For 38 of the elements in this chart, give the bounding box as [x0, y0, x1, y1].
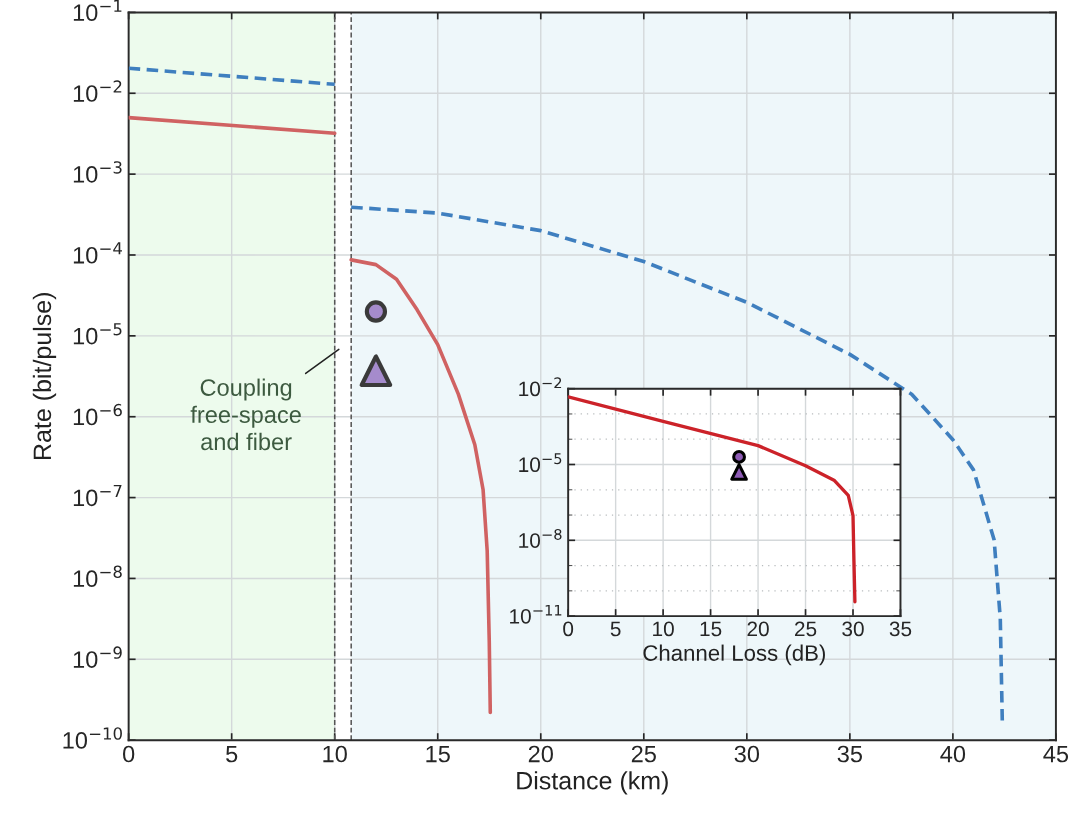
y-tick-label: 10$^{−4}$	[73, 242, 122, 264]
y-axis-title: Rate (bit/pulse)	[32, 293, 57, 459]
x-tick-label: 10	[653, 621, 674, 637]
annotation: Coupling free-space and fiber	[190, 378, 301, 451]
x-tick-label: 45	[1043, 745, 1069, 763]
y-tick-label: 10$^{−1}$	[73, 0, 122, 22]
y-tick-label: 10$^{−2}$	[73, 80, 122, 102]
x-tick-label: 15	[700, 621, 722, 637]
y-tick-label: 10$^{−2}$	[519, 377, 562, 397]
y-tick-label: 10$^{−7}$	[73, 484, 122, 507]
y-tick-label: 10$^{−3}$	[73, 161, 122, 183]
x-axis-title: Channel Loss (dB)	[643, 644, 825, 666]
x-tick-label: 5	[226, 745, 238, 763]
y-tick-label: 10$^{−9}$	[73, 646, 122, 668]
y-tick-label: 10$^{−5}$	[73, 323, 122, 345]
x-tick-label: 0	[123, 745, 135, 763]
x-tick-label: 35	[837, 745, 862, 763]
x-tick-label: 10	[323, 745, 347, 763]
x-tick-label: 20	[528, 745, 553, 763]
y-tick-label: 10$^{−10}$	[63, 727, 122, 749]
x-tick-label: 35	[889, 621, 912, 637]
y-tick-label: 10$^{−5}$	[519, 453, 562, 473]
y-tick-label: 10$^{−11}$	[510, 604, 562, 624]
y-tick-label: 10$^{−6}$	[73, 403, 122, 426]
x-tick-label: 30	[842, 621, 864, 637]
x-tick-label: 0	[563, 621, 574, 637]
y-tick-label: 10$^{−8}$	[519, 528, 562, 548]
y-tick-label: 10$^{−8}$	[73, 565, 122, 588]
x-tick-label: 30	[734, 745, 760, 763]
x-tick-label: 25	[631, 745, 656, 763]
x-tick-label: 40	[940, 745, 966, 763]
x-tick-label: 25	[794, 621, 817, 637]
x-tick-label: 20	[747, 621, 769, 637]
x-tick-label: 5	[610, 621, 621, 637]
line-series	[568, 395, 857, 604]
line-series	[349, 258, 493, 715]
x-axis-title: Distance (km)	[517, 771, 668, 795]
x-tick-label: 15	[426, 745, 450, 763]
